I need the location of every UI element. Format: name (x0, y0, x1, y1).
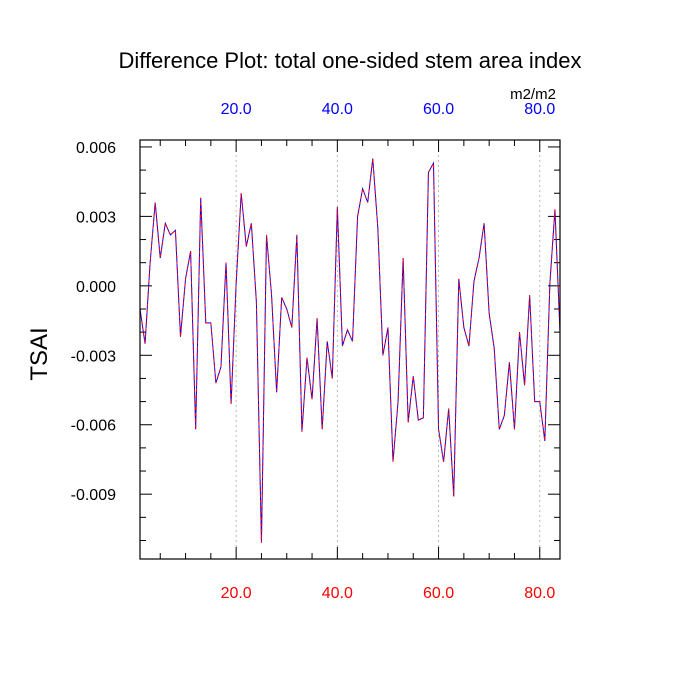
y-tick-label: -0.006 (71, 418, 116, 435)
x-tick-label-top: 80.0 (524, 101, 555, 118)
tick-labels: 20.0 20.0 40.0 40.0 60.0 60.0 80.0 80.0 0.006 0.0… (71, 101, 556, 602)
y-tick-label: -0.003 (71, 348, 116, 365)
x-tick-label-bottom: 20.0 (221, 585, 252, 602)
tick-marks (140, 140, 560, 559)
x-tick-label-bottom: 40.0 (322, 585, 353, 602)
x-tick-label-bottom: 80.0 (524, 585, 555, 602)
y-tick-label: 0.000 (76, 279, 116, 296)
plot-frame (139, 139, 561, 560)
units-label: m2/m2 (510, 86, 556, 103)
y-tick-label: -0.009 (71, 487, 116, 504)
series-line-dashed (139, 158, 561, 543)
x-tick-label-bottom: 60.0 (423, 585, 454, 602)
series-lines (139, 158, 561, 543)
y-tick-label: 0.006 (76, 140, 116, 157)
x-tick-label-top: 20.0 (221, 101, 252, 118)
chart-title: Difference Plot: total one-sided stem ar… (118, 48, 581, 73)
x-tick-label-top: 60.0 (423, 101, 454, 118)
y-tick-label: 0.003 (76, 209, 116, 226)
x-tick-label-top: 40.0 (322, 101, 353, 118)
y-axis-label: TSAI (26, 327, 53, 380)
